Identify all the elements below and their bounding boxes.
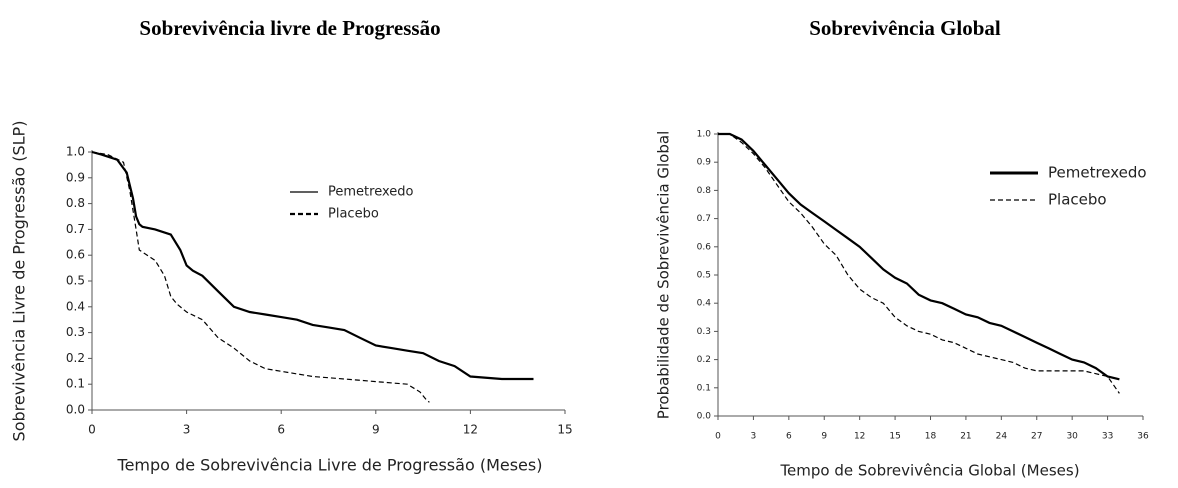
y-tick-label: 1.0 <box>66 145 85 159</box>
y-tick-label: 1.0 <box>697 130 712 140</box>
x-tick-label: 36 <box>1137 432 1149 442</box>
x-tick-label: 21 <box>960 432 971 442</box>
x-tick-label: 9 <box>372 423 380 437</box>
y-tick-label: 0.6 <box>66 248 85 262</box>
survival-curve <box>718 132 1120 381</box>
chart-title: Sobrevivência Global <box>809 16 1001 40</box>
y-tick-label: 0.3 <box>66 325 85 339</box>
legend-label: Placebo <box>328 207 379 222</box>
y-tick-label: 0.9 <box>697 158 712 168</box>
x-axis-label: Tempo de Sobrevivência Livre de Progress… <box>117 456 543 475</box>
x-tick-label: 27 <box>1031 432 1042 442</box>
x-tick-label: 0 <box>715 432 721 442</box>
legend-label: Placebo <box>1048 191 1107 209</box>
y-axis-label: Sobrevivência Livre de Progressão (SLP) <box>10 121 29 442</box>
survival-curve <box>718 133 1120 394</box>
y-tick-label: 0.0 <box>697 412 712 422</box>
y-tick-label: 0.2 <box>66 351 85 365</box>
x-tick-label: 15 <box>889 432 900 442</box>
x-tick-label: 15 <box>557 423 572 437</box>
y-tick-label: 0.0 <box>66 403 85 417</box>
legend-label: Pemetrexedo <box>1048 164 1147 182</box>
y-tick-label: 0.3 <box>697 327 711 337</box>
x-tick-label: 12 <box>463 423 478 437</box>
x-tick-label: 6 <box>786 432 792 442</box>
x-axis-label: Tempo de Sobrevivência Global (Meses) <box>779 462 1079 480</box>
legend-label: Pemetrexedo <box>328 185 414 200</box>
x-tick-label: 33 <box>1102 432 1113 442</box>
y-tick-label: 0.4 <box>697 299 712 309</box>
x-tick-label: 24 <box>996 432 1008 442</box>
survival-curve <box>91 151 430 403</box>
x-tick-label: 3 <box>751 432 757 442</box>
y-tick-label: 0.6 <box>697 242 712 252</box>
y-tick-label: 0.1 <box>66 377 85 391</box>
x-tick-label: 3 <box>183 423 191 437</box>
y-axis-label: Probabilidade de Sobrevivência Global <box>655 131 673 419</box>
x-tick-label: 12 <box>854 432 865 442</box>
y-tick-label: 0.8 <box>66 196 85 210</box>
y-tick-label: 0.2 <box>697 355 711 365</box>
x-tick-label: 6 <box>277 423 285 437</box>
y-tick-label: 0.7 <box>697 214 711 224</box>
x-tick-label: 30 <box>1066 432 1078 442</box>
x-tick-label: 9 <box>821 432 827 442</box>
y-tick-label: 0.8 <box>697 186 712 196</box>
y-tick-label: 0.7 <box>66 222 85 236</box>
y-tick-label: 0.1 <box>697 383 711 393</box>
chart-title: Sobrevivência livre de Progressão <box>139 16 440 40</box>
y-tick-label: 0.9 <box>66 170 85 184</box>
y-tick-label: 0.4 <box>66 299 85 313</box>
survival-curve <box>91 150 534 381</box>
x-tick-label: 0 <box>88 423 96 437</box>
y-tick-label: 0.5 <box>697 271 711 281</box>
y-tick-label: 0.5 <box>66 274 85 288</box>
x-tick-label: 18 <box>925 432 937 442</box>
